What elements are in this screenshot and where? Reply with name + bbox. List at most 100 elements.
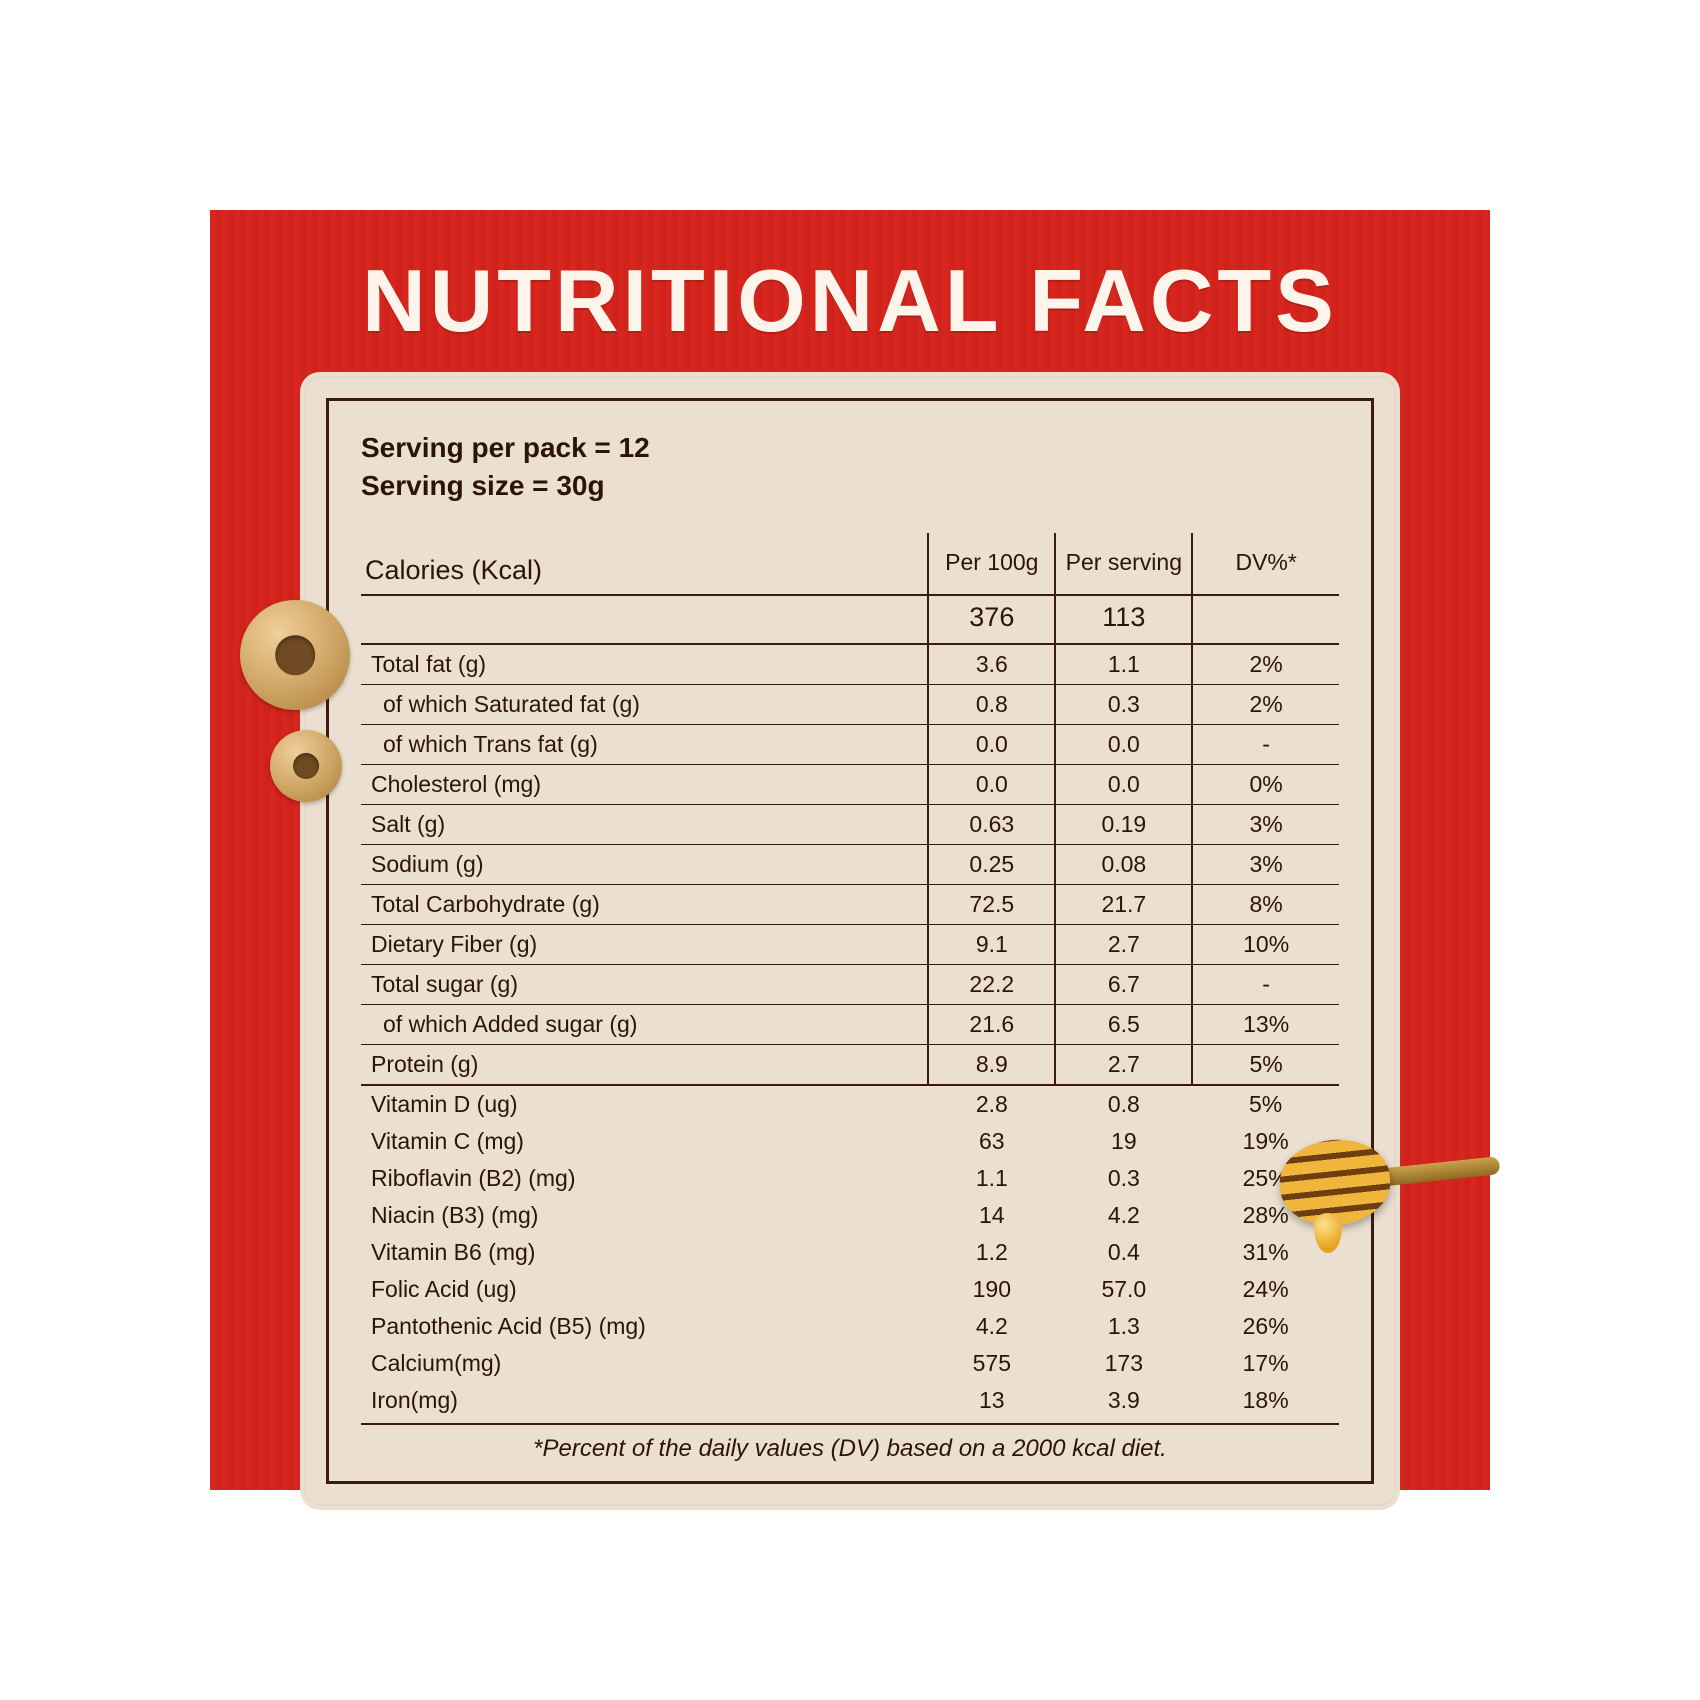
calories-row: 376 113 [361,595,1339,644]
calories-perserving: 113 [1055,595,1192,644]
table-row: of which Saturated fat (g)0.80.32% [361,684,1339,724]
perserving-value: 0.19 [1055,804,1192,844]
header-calories: Calories (Kcal) [361,533,928,595]
per100g-value: 575 [928,1345,1055,1382]
per100g-value: 1.1 [928,1160,1055,1197]
per100g-value: 9.1 [928,924,1055,964]
dv-value: 17% [1192,1345,1339,1382]
table-row: Vitamin D (ug)2.80.85% [361,1085,1339,1123]
per100g-value: 2.8 [928,1085,1055,1123]
facts-inner: Serving per pack = 12 Serving size = 30g… [326,398,1374,1484]
perserving-value: 3.9 [1055,1382,1192,1419]
dv-value: 26% [1192,1308,1339,1345]
nutrient-name: Salt (g) [361,804,928,844]
honey-dipper-icon [1270,1110,1500,1250]
table-row: Folic Acid (ug)19057.024% [361,1271,1339,1308]
nutrition-table: Calories (Kcal) Per 100g Per serving DV%… [361,533,1339,1419]
table-row: Cholesterol (mg)0.00.00% [361,764,1339,804]
header-dv: DV%* [1192,533,1339,595]
table-row: of which Trans fat (g)0.00.0- [361,724,1339,764]
table-row: Calcium(mg)57517317% [361,1345,1339,1382]
per100g-value: 0.25 [928,844,1055,884]
cereal-ring-icon [240,600,350,710]
perserving-value: 0.08 [1055,844,1192,884]
per100g-value: 21.6 [928,1004,1055,1044]
perserving-value: 6.5 [1055,1004,1192,1044]
nutrient-name: Dietary Fiber (g) [361,924,928,964]
serving-per-pack: Serving per pack = 12 [361,429,1339,467]
nutrient-name: Sodium (g) [361,844,928,884]
per100g-value: 0.0 [928,724,1055,764]
calories-dv [1192,595,1339,644]
per100g-value: 13 [928,1382,1055,1419]
per100g-value: 4.2 [928,1308,1055,1345]
dv-value: 10% [1192,924,1339,964]
perserving-value: 0.0 [1055,724,1192,764]
cereal-ring-icon [270,730,342,802]
perserving-value: 2.7 [1055,1044,1192,1085]
per100g-value: 72.5 [928,884,1055,924]
nutrient-name: of which Added sugar (g) [361,1004,928,1044]
dv-value: 2% [1192,684,1339,724]
table-row: of which Added sugar (g)21.66.513% [361,1004,1339,1044]
perserving-value: 0.3 [1055,1160,1192,1197]
perserving-value: 6.7 [1055,964,1192,1004]
per100g-value: 0.0 [928,764,1055,804]
table-row: Total fat (g)3.61.12% [361,644,1339,685]
per100g-value: 1.2 [928,1234,1055,1271]
perserving-value: 21.7 [1055,884,1192,924]
perserving-value: 1.3 [1055,1308,1192,1345]
serving-size: Serving size = 30g [361,467,1339,505]
facts-card: Serving per pack = 12 Serving size = 30g… [300,372,1400,1510]
dv-value: 5% [1192,1044,1339,1085]
perserving-value: 57.0 [1055,1271,1192,1308]
dv-value: 2% [1192,644,1339,685]
table-row: Dietary Fiber (g)9.12.710% [361,924,1339,964]
table-row: Salt (g)0.630.193% [361,804,1339,844]
per100g-value: 3.6 [928,644,1055,685]
nutrient-name: Total sugar (g) [361,964,928,1004]
nutrient-name: Pantothenic Acid (B5) (mg) [361,1308,928,1345]
per100g-value: 0.63 [928,804,1055,844]
dv-value: 3% [1192,804,1339,844]
dv-footnote: *Percent of the daily values (DV) based … [361,1423,1339,1463]
perserving-value: 19 [1055,1123,1192,1160]
table-row: Total Carbohydrate (g)72.521.78% [361,884,1339,924]
per100g-value: 22.2 [928,964,1055,1004]
header-perserving: Per serving [1055,533,1192,595]
nutrient-name: Iron(mg) [361,1382,928,1419]
nutrient-name: Vitamin D (ug) [361,1085,928,1123]
dv-value: 24% [1192,1271,1339,1308]
perserving-value: 4.2 [1055,1197,1192,1234]
dv-value: 18% [1192,1382,1339,1419]
per100g-value: 0.8 [928,684,1055,724]
table-row: Total sugar (g)22.26.7- [361,964,1339,1004]
nutrient-name: Total Carbohydrate (g) [361,884,928,924]
page-title: NUTRITIONAL FACTS [362,250,1338,352]
background-panel: NUTRITIONAL FACTS Serving per pack = 12 … [210,210,1490,1490]
nutrient-name: Vitamin B6 (mg) [361,1234,928,1271]
dv-value: - [1192,724,1339,764]
table-row: Protein (g)8.92.75% [361,1044,1339,1085]
table-row: Sodium (g)0.250.083% [361,844,1339,884]
perserving-value: 173 [1055,1345,1192,1382]
per100g-value: 63 [928,1123,1055,1160]
dv-value: - [1192,964,1339,1004]
perserving-value: 0.0 [1055,764,1192,804]
table-row: Iron(mg)133.918% [361,1382,1339,1419]
nutrient-name: Folic Acid (ug) [361,1271,928,1308]
header-per100g: Per 100g [928,533,1055,595]
perserving-value: 0.4 [1055,1234,1192,1271]
per100g-value: 8.9 [928,1044,1055,1085]
nutrient-name: of which Saturated fat (g) [361,684,928,724]
nutrient-name: Calcium(mg) [361,1345,928,1382]
calories-per100g: 376 [928,595,1055,644]
dv-value: 8% [1192,884,1339,924]
nutrient-name: Riboflavin (B2) (mg) [361,1160,928,1197]
perserving-value: 0.8 [1055,1085,1192,1123]
nutrient-name: Cholesterol (mg) [361,764,928,804]
nutrient-name: Niacin (B3) (mg) [361,1197,928,1234]
table-row: Riboflavin (B2) (mg)1.10.325% [361,1160,1339,1197]
nutrient-name: Vitamin C (mg) [361,1123,928,1160]
nutrient-name: Total fat (g) [361,644,928,685]
